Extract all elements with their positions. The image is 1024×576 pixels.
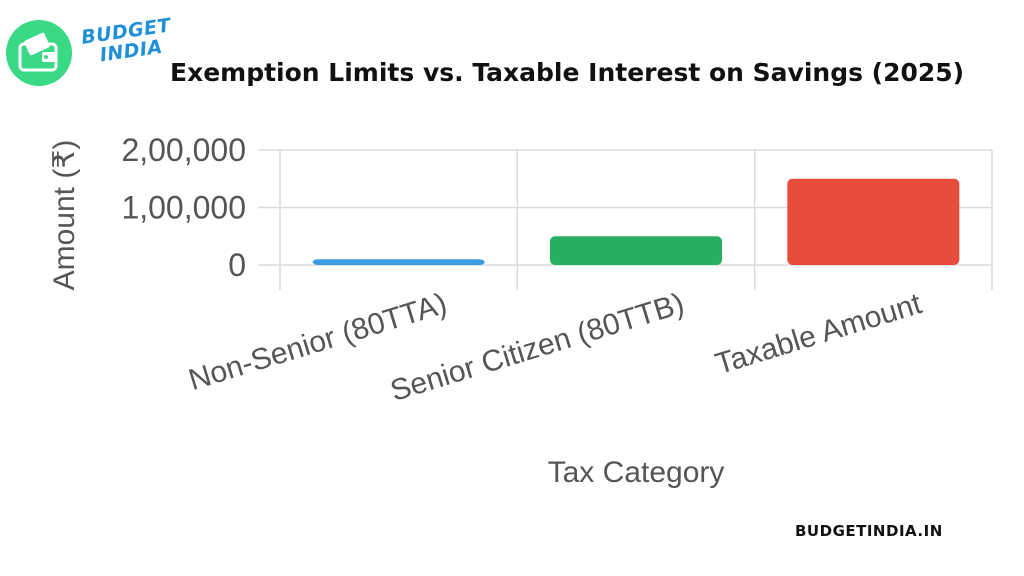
footer-website: BUDGETINDIA.IN xyxy=(795,522,943,540)
brand-logo-badge xyxy=(6,20,72,86)
bar xyxy=(312,259,485,265)
y-tick-label: 2,00,000 xyxy=(121,132,246,168)
y-tick-label: 1,00,000 xyxy=(121,190,246,226)
x-tick-label: Taxable Amount xyxy=(712,287,926,381)
chart-title: Exemption Limits vs. Taxable Interest on… xyxy=(170,58,965,87)
y-tick-label: 0 xyxy=(228,247,246,283)
wallet-icon xyxy=(18,32,58,72)
x-axis-label: Tax Category xyxy=(548,456,725,489)
bar xyxy=(787,178,960,265)
y-axis-label: Amount (₹) xyxy=(48,140,81,291)
bar xyxy=(550,236,722,265)
